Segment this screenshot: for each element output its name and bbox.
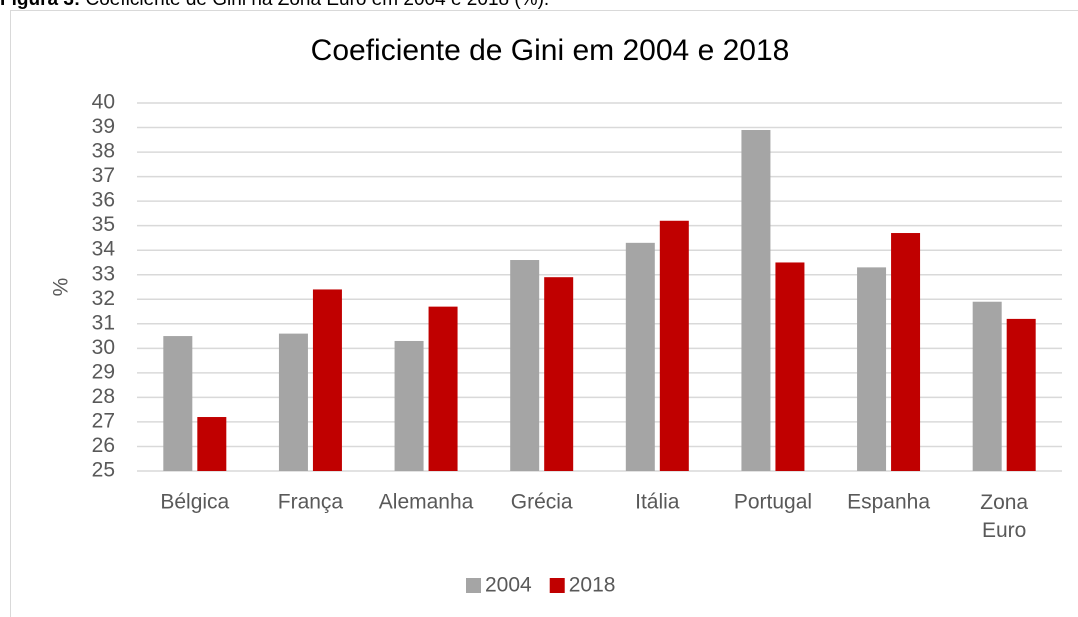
x-tick-label: Alemanha (379, 491, 474, 514)
x-tick-label-line: Euro (982, 519, 1026, 542)
legend-label: 2018 (569, 574, 616, 597)
bar (544, 277, 574, 471)
x-tick-label: França (278, 491, 344, 514)
legend-swatch (466, 578, 481, 593)
y-tick-label: 27 (92, 409, 115, 432)
bar (197, 417, 227, 471)
y-tick-label: 32 (92, 287, 115, 310)
bar (1006, 318, 1036, 471)
bar (891, 233, 921, 471)
y-tick-label: 31 (92, 311, 115, 334)
y-tick-label: 35 (92, 213, 115, 236)
bar (278, 333, 308, 471)
x-tick-label: Bélgica (160, 491, 229, 514)
y-tick-label: 28 (92, 385, 115, 408)
legend-swatch (549, 578, 565, 593)
y-tick-label: 39 (92, 115, 115, 138)
caption-text: Coeficiente de Gini na Zona Euro em 2004… (86, 0, 550, 10)
bar (775, 262, 805, 471)
legend-label: 2004 (485, 574, 532, 597)
chart-title: Coeficiente de Gini em 2004 e 2018 (311, 34, 790, 67)
bar (510, 260, 540, 471)
bar (163, 336, 193, 471)
y-tick-label: 34 (92, 238, 116, 261)
x-tick-label: Portugal (734, 491, 812, 514)
caption: Figura 3: Coeficiente de Gini na Zona Eu… (0, 0, 549, 10)
caption-label: Figura 3: (0, 0, 80, 10)
y-axis-label: % (50, 278, 73, 297)
x-tick-label-line: Zona (980, 491, 1028, 514)
y-tick-label: 26 (92, 434, 115, 457)
y-tick-label: 40 (92, 91, 115, 114)
x-tick-label: Espanha (847, 491, 930, 514)
bar (428, 306, 458, 471)
y-tick-label: 25 (92, 459, 115, 482)
bar (625, 242, 655, 471)
bar (312, 289, 342, 471)
bar (659, 220, 689, 471)
x-tick-label: Grécia (511, 491, 573, 514)
y-tick-label: 29 (92, 360, 115, 383)
y-tick-label: 36 (92, 189, 115, 212)
y-tick-label: 30 (92, 336, 115, 359)
bar (972, 301, 1002, 471)
y-tick-label: 37 (92, 164, 115, 187)
bar (741, 129, 771, 471)
chart-frame (10, 10, 1078, 617)
x-tick-label: Itália (635, 491, 680, 514)
bar (394, 340, 424, 471)
x-tick-label: Zona Euro (980, 491, 1028, 542)
bar (857, 267, 887, 471)
y-tick-label: 38 (92, 140, 115, 163)
y-tick-label: 33 (92, 262, 115, 285)
